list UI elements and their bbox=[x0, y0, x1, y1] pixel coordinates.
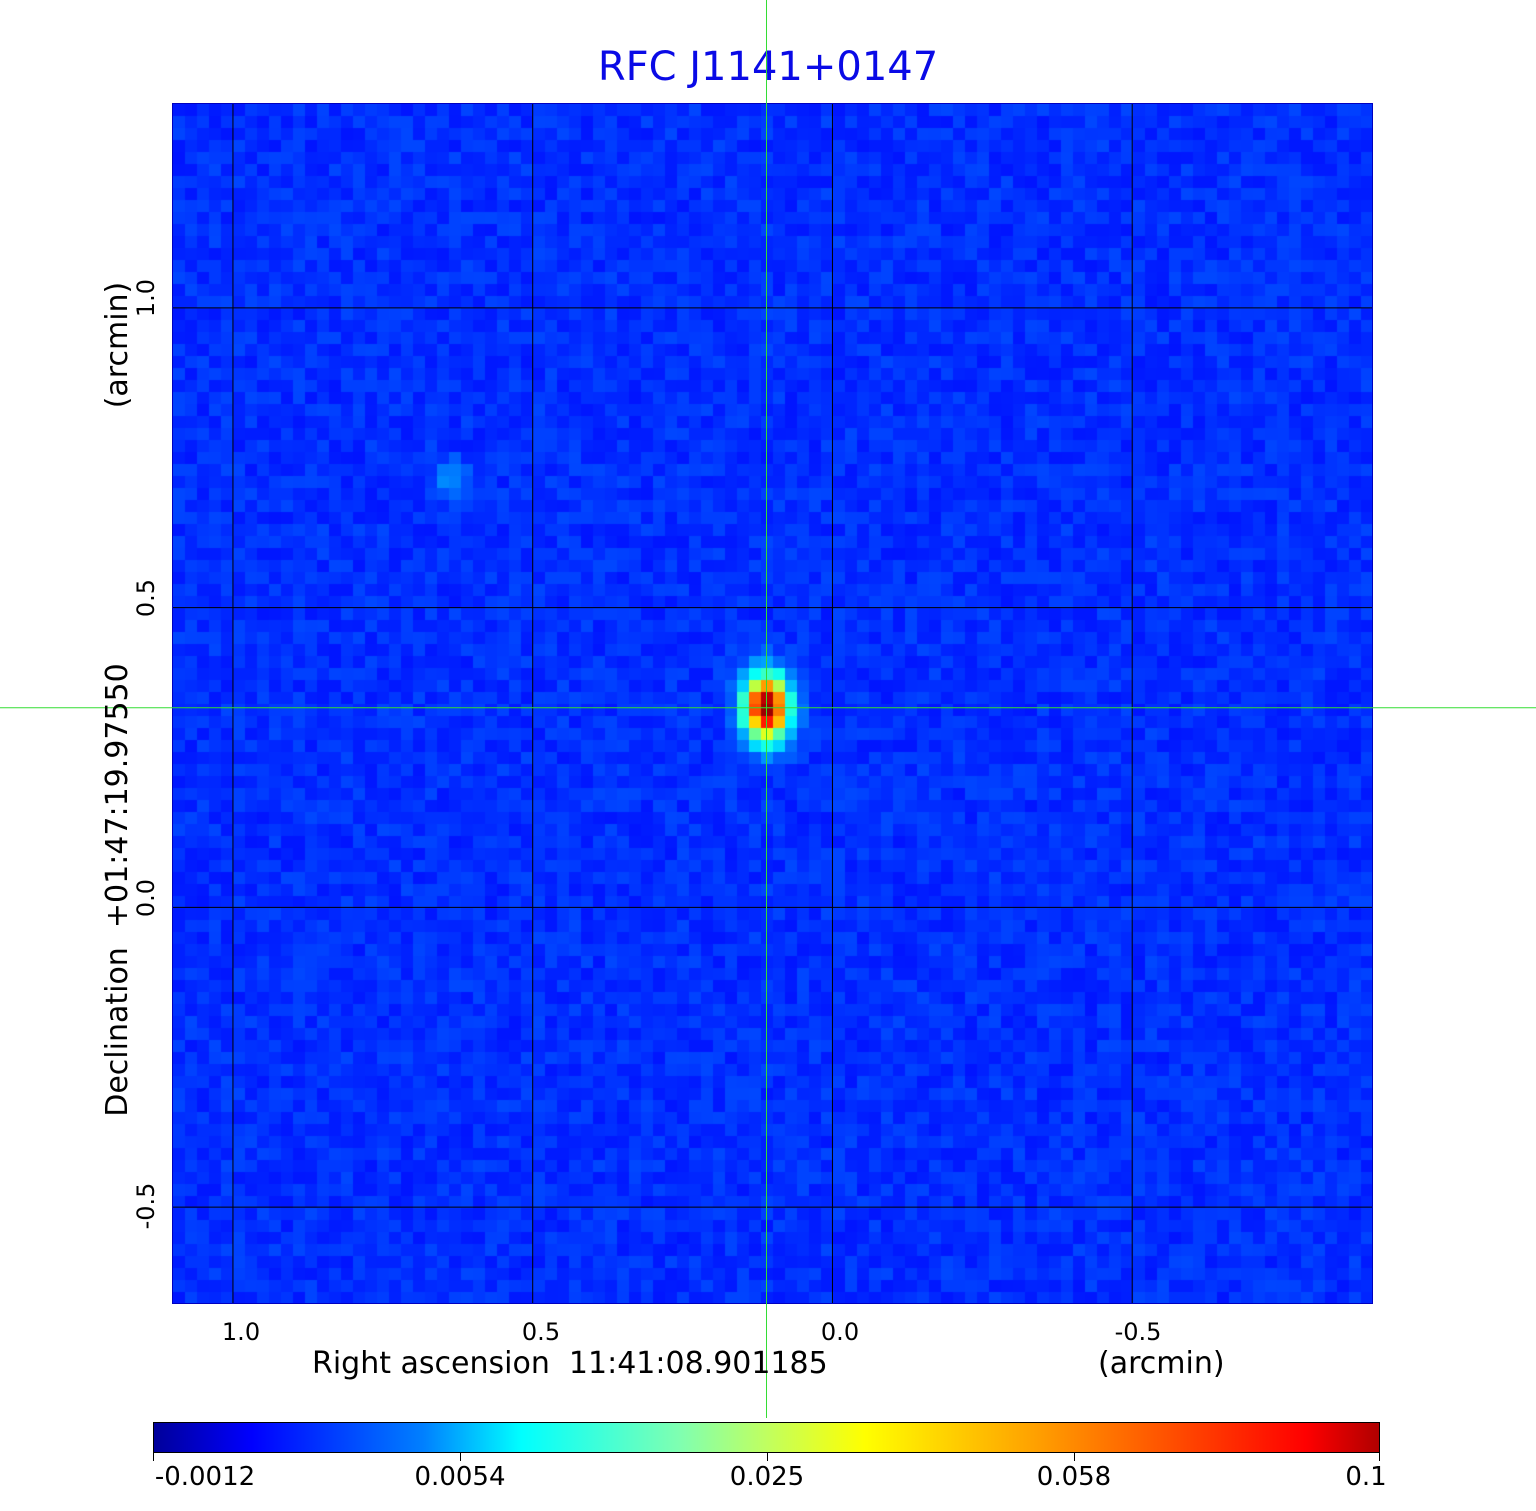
colorbar-label: -0.0012 bbox=[154, 1462, 256, 1492]
colorbar-tick bbox=[1379, 1453, 1380, 1461]
colorbar-tick bbox=[767, 1453, 768, 1461]
colorbar-label: 0.0054 bbox=[414, 1462, 506, 1492]
x-tick-label: 0.5 bbox=[521, 1318, 561, 1346]
colorbar-label: 0.025 bbox=[729, 1462, 805, 1492]
y-axis-label: Declination +01:47:19.97550 bbox=[100, 663, 135, 1117]
colorbar-label: 0.1 bbox=[1345, 1462, 1387, 1492]
y-tick-label: -0.5 bbox=[132, 1182, 160, 1230]
colorbar-tick bbox=[153, 1453, 154, 1461]
x-tick-label: 0.0 bbox=[820, 1318, 860, 1346]
y-tick-label: 0.5 bbox=[132, 578, 160, 618]
colorbar-tick bbox=[460, 1453, 461, 1461]
x-tick-label: -0.5 bbox=[1114, 1318, 1162, 1346]
colorbar-tick bbox=[1074, 1453, 1075, 1461]
plot-area[interactable] bbox=[172, 103, 1373, 1304]
colorbar-label: 0.058 bbox=[1036, 1462, 1112, 1492]
grid-overlay bbox=[173, 104, 1372, 1303]
x-tick-label: 1.0 bbox=[221, 1318, 261, 1346]
x-axis-unit: (arcmin) bbox=[1098, 1346, 1225, 1381]
colorbar bbox=[153, 1422, 1380, 1453]
y-axis-unit: (arcmin) bbox=[100, 281, 135, 409]
y-tick-label: 0.0 bbox=[132, 878, 160, 918]
chart-title: RFC J1141+0147 bbox=[597, 44, 939, 90]
y-tick-label: 1.0 bbox=[132, 278, 160, 318]
x-axis-label: Right ascension 11:41:08.901185 bbox=[312, 1346, 828, 1381]
intensity-map bbox=[173, 104, 1372, 1303]
